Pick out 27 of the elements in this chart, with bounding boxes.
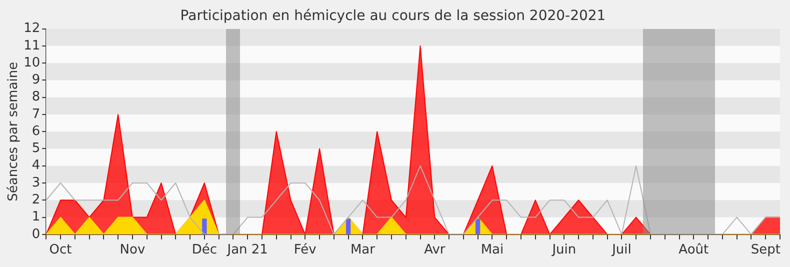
x-tick-label: Avr bbox=[424, 242, 446, 258]
y-tick-label: 5 bbox=[32, 141, 40, 156]
x-tick-label: Juil bbox=[611, 242, 632, 258]
x-tick-label: Sept bbox=[750, 242, 780, 258]
x-tick-label: Juin bbox=[551, 242, 576, 258]
x-tick-label: Jan 21 bbox=[226, 242, 268, 258]
y-tick-label: 9 bbox=[32, 72, 40, 88]
y-tick-label: 12 bbox=[24, 21, 40, 36]
chart-title: Participation en hémicycle au cours de la session 2020-2021 bbox=[180, 8, 606, 24]
x-tick-label: Déc bbox=[192, 242, 218, 258]
y-tick-label: 8 bbox=[32, 90, 40, 105]
x-tick-label: Mai bbox=[480, 242, 504, 258]
x-tick-label: Août bbox=[678, 242, 709, 258]
y-axis-title: Séances par semaine bbox=[6, 62, 22, 202]
y-tick-label: 10 bbox=[24, 55, 40, 70]
y-tick-label: 1 bbox=[32, 210, 40, 225]
y-tick-label: 4 bbox=[32, 158, 40, 174]
y-tick-label: 6 bbox=[32, 124, 40, 139]
y-tick-label: 11 bbox=[24, 38, 40, 54]
y-tick-label: 2 bbox=[32, 192, 40, 208]
x-tick-label: Fév bbox=[294, 242, 317, 258]
y-tick-label: 3 bbox=[32, 175, 40, 190]
x-tick-label: Mar bbox=[350, 242, 376, 258]
y-tick-label: 0 bbox=[32, 226, 40, 242]
y-tick-label: 7 bbox=[32, 106, 40, 122]
x-tick-label: Oct bbox=[49, 242, 72, 258]
x-tick-label: Nov bbox=[120, 242, 146, 258]
